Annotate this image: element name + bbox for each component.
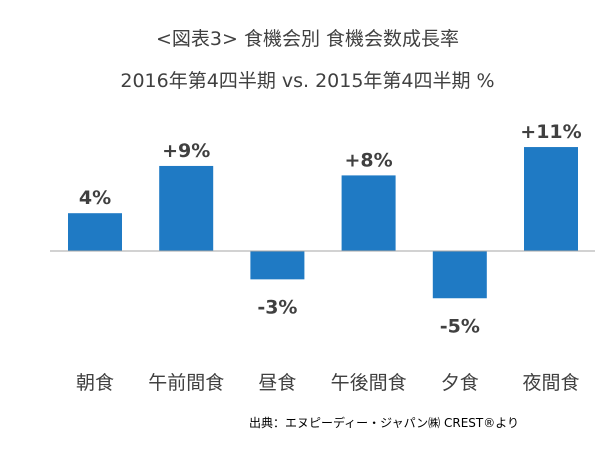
bar-5 (432, 251, 487, 299)
bar-1 (68, 213, 122, 251)
chart-title: <図表3> 食機会別 食機会数成長率 (155, 28, 459, 50)
data-label-6: +11% (520, 121, 581, 143)
data-label-2: +9% (162, 140, 210, 162)
bar-3 (250, 251, 305, 280)
category-label-3: 昼食 (258, 372, 296, 394)
source-note: 出典：エヌピーディー・ジャパン㈱ CREST®より (249, 416, 519, 430)
bar-2 (159, 165, 214, 251)
category-label-5: 夕食 (441, 372, 479, 394)
category-label-6: 夜間食 (522, 372, 579, 394)
category-label-1: 朝食 (76, 372, 114, 394)
category-label-2: 午前間食 (148, 372, 224, 394)
data-label-1: 4% (79, 187, 111, 209)
bar-4 (341, 175, 396, 251)
data-label-3: -3% (257, 296, 297, 318)
bar-6 (524, 147, 578, 251)
data-label-4: +8% (345, 149, 393, 171)
chart-subtitle: 2016年第4四半期 vs. 2015年第4四半期 % (120, 70, 495, 92)
data-label-5: -5% (440, 315, 480, 337)
category-label-4: 午後間食 (331, 372, 407, 394)
